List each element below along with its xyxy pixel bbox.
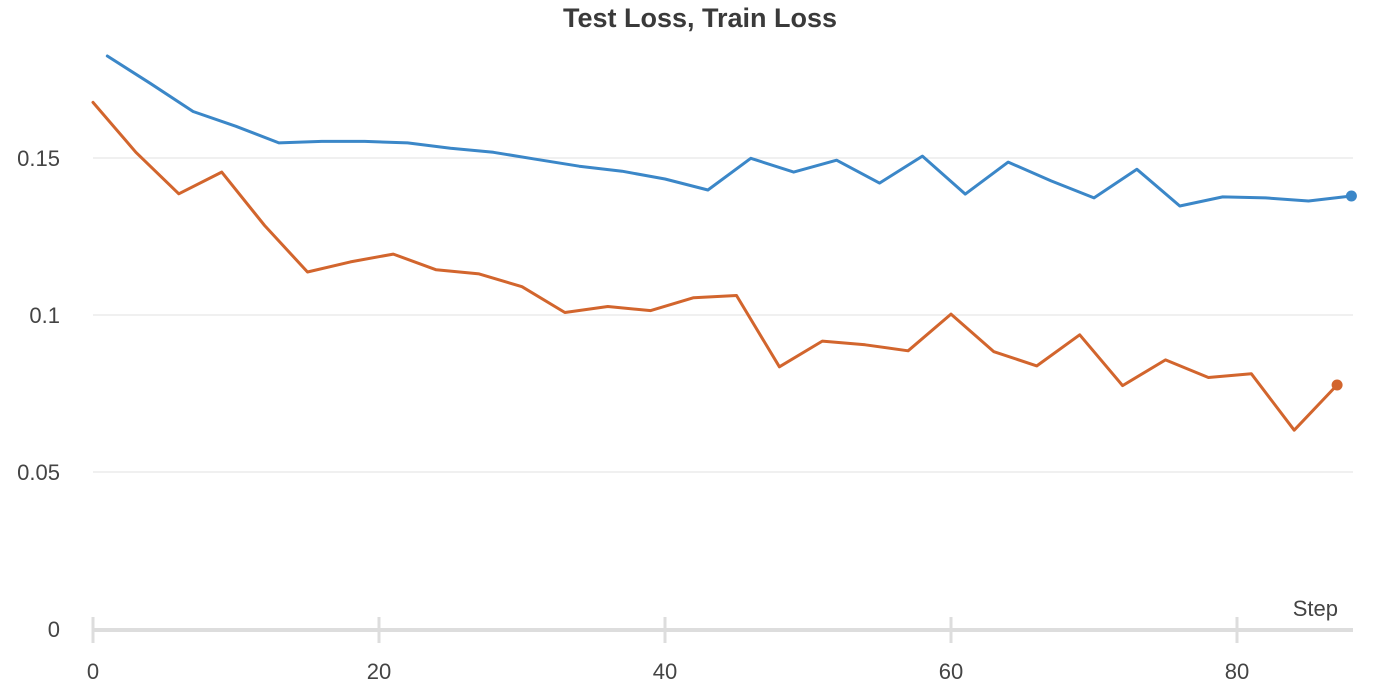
x-tick-label: 20 [367,659,391,684]
y-axis-ticks: 0 0.05 0.1 0.15 [17,146,60,642]
y-tick-label: 0.1 [29,303,60,328]
y-tick-label: 0.15 [17,146,60,171]
x-axis-label: Step [1293,596,1338,621]
x-axis-ticks: 0 20 40 60 80 [87,659,1249,684]
gridlines [93,157,1353,473]
series-2-line [91,100,1339,432]
series-1-end-marker [1345,190,1357,202]
x-tick-label: 60 [939,659,963,684]
series-group [91,54,1357,432]
chart-title: Test Loss, Train Loss [563,3,837,33]
series-1-line [105,54,1353,208]
x-axis [91,617,1353,643]
y-tick-label: 0.05 [17,460,60,485]
x-tick-label: 0 [87,659,99,684]
y-tick-label: 0 [48,617,60,642]
x-tick-label: 80 [1225,659,1249,684]
series-2-end-marker [1331,379,1343,391]
x-tick-label: 40 [653,659,677,684]
